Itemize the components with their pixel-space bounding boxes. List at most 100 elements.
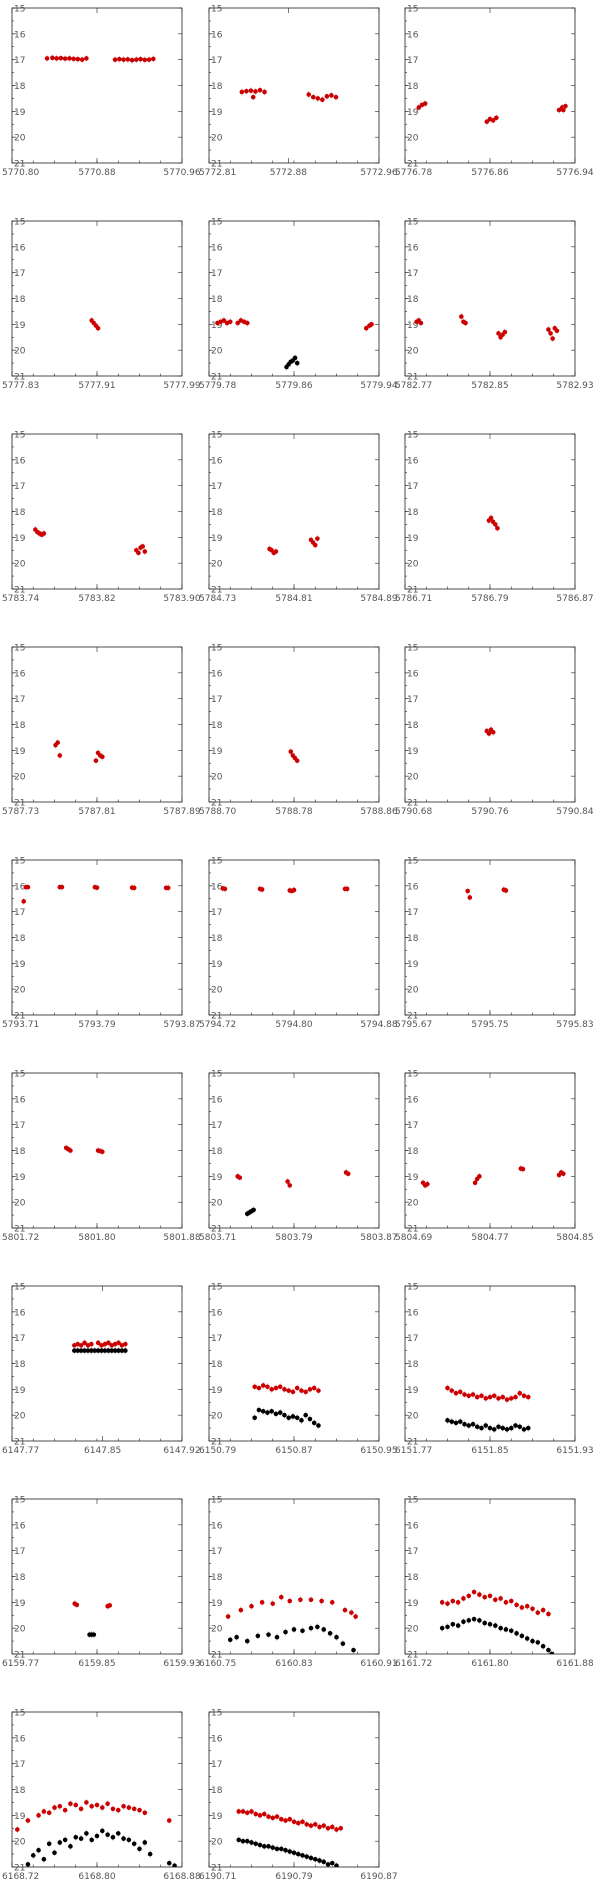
y-tick-label: 16 <box>407 882 419 892</box>
y-tick-label: 20 <box>14 560 26 570</box>
data-points <box>215 316 374 371</box>
y-tick-label: 15 <box>211 857 222 867</box>
data-points <box>235 1168 351 1218</box>
red-data-point <box>286 1388 291 1393</box>
y-tick-label: 16 <box>407 1308 419 1318</box>
data-points <box>267 535 320 557</box>
x-tick-label: 6150.95 <box>360 1446 397 1456</box>
y-tick-label: 17 <box>14 269 25 279</box>
black-data-point <box>308 1625 314 1631</box>
black-data-point <box>508 1425 514 1431</box>
red-data-point <box>269 1387 274 1392</box>
red-data-point <box>57 753 63 758</box>
red-data-point <box>445 1601 450 1606</box>
x-tick-label: 5794.72 <box>199 1020 236 1030</box>
red-data-point <box>58 55 64 61</box>
black-data-point <box>123 1348 128 1353</box>
red-data-point <box>136 550 141 556</box>
x-tick-label: 6159.93 <box>163 1659 200 1669</box>
red-data-point <box>486 731 492 736</box>
red-data-point <box>239 89 245 95</box>
y-tick-label: 15 <box>407 857 418 867</box>
y-tick-label: 18 <box>14 295 26 305</box>
red-data-point <box>249 1809 254 1814</box>
x-tick-label: 5776.94 <box>556 168 593 178</box>
black-data-point <box>445 1624 450 1630</box>
y-tick-label: 20 <box>407 1412 419 1422</box>
black-data-point <box>299 1418 304 1423</box>
y-tick-label: 16 <box>211 30 223 40</box>
panel-frame <box>404 220 576 377</box>
y-tick-label: 15 <box>407 1496 418 1506</box>
black-data-point <box>321 1627 327 1632</box>
y-tick-label: 15 <box>211 5 222 15</box>
y-tick-label: 21 <box>407 586 418 596</box>
black-data-point <box>255 1633 261 1639</box>
y-tick-label: 18 <box>14 1786 26 1796</box>
black-data-point <box>549 1651 554 1654</box>
y-tick-label: 19 <box>14 747 26 757</box>
red-data-point <box>449 1388 455 1393</box>
red-data-point <box>416 105 422 110</box>
red-data-point <box>291 1819 297 1825</box>
red-data-point <box>151 56 156 62</box>
black-data-point <box>517 1424 523 1430</box>
y-tick-label: 19 <box>407 1599 419 1609</box>
black-data-point <box>540 1643 546 1649</box>
panel-frame <box>11 433 183 590</box>
y-tick-label: 17 <box>407 908 418 918</box>
red-data-point <box>463 320 468 326</box>
red-data-point <box>483 1396 489 1401</box>
panel-frame <box>404 1072 576 1229</box>
y-tick-label: 18 <box>407 82 419 92</box>
data-points <box>484 726 496 738</box>
red-data-point <box>439 1600 445 1605</box>
red-data-point <box>273 549 279 554</box>
y-tick-label: 19 <box>14 1599 26 1609</box>
red-data-point <box>283 1818 288 1823</box>
y-tick-label: 18 <box>407 934 419 944</box>
x-tick-label: 5790.68 <box>395 807 432 817</box>
black-data-point <box>514 1631 519 1636</box>
y-tick-label: 19 <box>407 321 419 331</box>
red-data-point <box>546 1611 551 1617</box>
black-data-point <box>290 1414 296 1419</box>
x-tick-label: 5786.79 <box>471 594 508 604</box>
red-data-point <box>535 1610 541 1615</box>
black-data-point <box>36 1847 41 1853</box>
y-tick-label: 20 <box>14 347 26 357</box>
red-data-point <box>561 107 566 113</box>
black-data-point <box>340 1641 346 1646</box>
red-data-point <box>561 1171 566 1177</box>
data-points <box>63 1144 105 1156</box>
red-data-point <box>477 1174 482 1179</box>
y-tick-label: 21 <box>14 1225 25 1235</box>
red-data-point <box>221 318 227 323</box>
black-data-point <box>474 1424 480 1430</box>
black-data-point <box>304 1854 310 1859</box>
y-tick-label: 16 <box>407 669 419 679</box>
red-data-point <box>261 1811 267 1817</box>
y-tick-label: 18 <box>211 934 223 944</box>
red-data-point <box>259 1600 265 1605</box>
red-data-point <box>291 887 297 893</box>
red-data-point <box>257 87 263 93</box>
y-tick-label: 16 <box>407 456 419 466</box>
red-data-point <box>142 549 148 554</box>
black-data-point <box>521 1427 527 1432</box>
red-data-point <box>41 1809 47 1814</box>
panel-frame <box>404 433 576 590</box>
red-data-point <box>54 56 59 61</box>
black-data-point <box>317 1858 322 1863</box>
panel-frame <box>11 1711 183 1868</box>
y-tick-label: 20 <box>14 1625 26 1635</box>
x-tick-label: 6168.80 <box>78 1872 115 1882</box>
red-data-point <box>115 1807 121 1813</box>
x-tick-label: 5803.87 <box>360 1233 397 1243</box>
y-tick-label: 15 <box>14 644 25 654</box>
red-data-point <box>369 322 374 327</box>
panel-frame <box>404 646 576 803</box>
